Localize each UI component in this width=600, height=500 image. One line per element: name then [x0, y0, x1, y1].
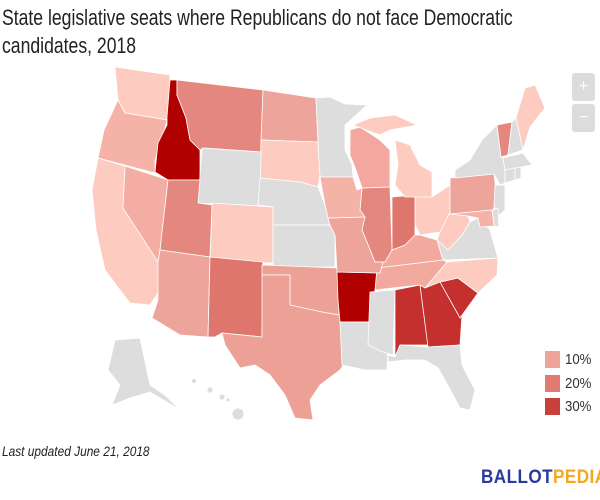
state-maryland[interactable]: [449, 209, 495, 228]
state-ohio[interactable]: [414, 184, 451, 236]
legend-item-10: 10%: [545, 348, 595, 372]
hawaii-island: [218, 393, 226, 401]
state-alaska[interactable]: [107, 337, 181, 411]
state-north-dakota[interactable]: [260, 89, 319, 143]
state-rhode-island[interactable]: [514, 166, 522, 181]
state-massachusetts[interactable]: [502, 152, 533, 171]
state-iowa[interactable]: [319, 176, 366, 219]
legend-swatch: [545, 374, 560, 392]
ballotpedia-logo[interactable]: BALLOTPEDIA: [481, 467, 600, 489]
state-mississippi[interactable]: [367, 289, 396, 356]
state-minnesota[interactable]: [315, 96, 368, 178]
logo-part-ballot: BALLOT: [481, 467, 554, 488]
legend-swatch: [545, 351, 560, 369]
logo-part-pedia: PEDIA: [553, 467, 600, 488]
state-wisconsin[interactable]: [349, 126, 391, 189]
state-kansas[interactable]: [272, 224, 336, 268]
state-hawaii[interactable]: [191, 378, 245, 421]
zoom-in-button[interactable]: +: [572, 73, 595, 101]
legend-item-20: 20%: [545, 372, 595, 396]
state-maine[interactable]: [515, 84, 546, 151]
state-michigan-lower[interactable]: [394, 139, 433, 198]
state-arizona[interactable]: [151, 249, 211, 338]
legend-item-30: 30%: [545, 395, 595, 419]
state-florida[interactable]: [387, 344, 476, 411]
hawaii-island: [206, 386, 214, 394]
legend-label: 30%: [565, 398, 592, 416]
last-updated-note: Last updated June 21, 2018: [2, 443, 150, 459]
state-pennsylvania[interactable]: [449, 173, 498, 215]
legend-label: 10%: [565, 351, 592, 369]
state-texas[interactable]: [221, 274, 348, 421]
hawaii-island: [191, 378, 197, 384]
hawaii-island: [225, 397, 231, 403]
map-title: State legislative seats where Republican…: [2, 5, 513, 58]
hawaii-island: [231, 407, 245, 421]
state-missouri[interactable]: [327, 216, 384, 274]
state-connecticut[interactable]: [504, 167, 516, 184]
legend-label: 20%: [565, 374, 592, 392]
state-michigan-upper[interactable]: [352, 114, 418, 136]
state-new-mexico[interactable]: [207, 256, 264, 338]
zoom-out-button[interactable]: −: [572, 104, 595, 132]
legend-swatch: [545, 398, 560, 416]
legend: 10% 20% 30%: [545, 348, 595, 419]
state-wyoming[interactable]: [197, 147, 262, 208]
state-colorado[interactable]: [209, 202, 274, 264]
